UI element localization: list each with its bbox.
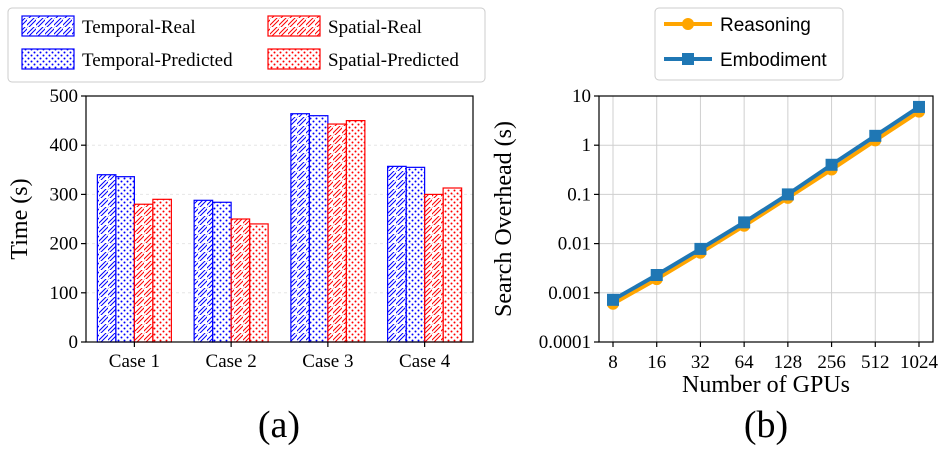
bar-temporal-predicted-case-1 [115,176,135,343]
line-chart-y-ticks: 0.0001 0.001 0.01 0.1 1 10 [539,86,599,353]
y-tick-label: 200 [50,234,79,255]
x-tick-label: 32 [691,352,710,373]
bar-spatial-predicted-case-1 [152,198,172,343]
bar-spatial-real-case-1 [133,203,154,343]
legend-swatch-temporal-predicted [21,48,75,70]
x-tick-label: Case 4 [399,351,451,372]
line-chart-x-ticks: 8 16 32 64 128 256 512 1024 [608,342,939,373]
x-tick-label: 512 [861,352,890,373]
bar-temporal-real-case-1 [96,174,117,343]
bar-temporal-predicted-case-2 [212,201,232,343]
y-tick-label: 0.001 [548,283,591,304]
bar-temporal-predicted-case-3 [308,115,329,343]
legend-label-temporal-real: Temporal-Real [82,17,196,38]
y-tick-label: 0.0001 [539,332,591,353]
point-embodiment-256 [825,158,838,171]
bar-temporal-predicted-case-4 [405,166,426,343]
bar-chart-legend: Temporal-Real Temporal-Predicted Spatial… [7,7,486,83]
line-chart-series [607,100,925,310]
y-tick-label: 100 [50,283,79,304]
line-chart-x-axis-label: Number of GPUs [682,372,850,398]
legend-label-embodiment: Embodiment [720,50,827,71]
legend-swatch-spatial-real [267,15,321,37]
series-line-reasoning [612,110,921,306]
point-embodiment-32 [694,242,707,255]
point-embodiment-16 [650,269,663,282]
x-tick-label: Case 1 [109,351,160,372]
point-embodiment-64 [738,216,751,229]
y-tick-label: 400 [50,135,79,156]
panel-b-label: (b) [744,404,788,446]
y-tick-label: 1 [582,135,592,156]
bar-chart-y-ticks: 0 100 200 300 400 500 [50,86,86,353]
point-embodiment-512 [869,129,882,142]
series-line-embodiment [612,105,921,302]
bar-chart-bars [96,113,463,343]
legend-label-temporal-predicted: Temporal-Predicted [82,50,233,71]
x-tick-label: 64 [735,352,755,373]
line-chart-legend: Reasoning Embodiment [654,7,844,81]
y-tick-label: 300 [50,184,79,205]
line-chart-panel: Reasoning Embodiment 0.0001 0.001 0.01 0.1 1… [491,7,939,446]
bar-temporal-real-case-4 [387,165,407,343]
y-tick-label: 0 [69,332,79,353]
x-tick-label: 256 [817,352,846,373]
bar-spatial-predicted-case-3 [345,119,366,343]
legend-marker-reasoning [682,18,694,30]
y-tick-label: 0.01 [558,234,591,255]
bar-temporal-real-case-2 [193,199,214,343]
point-embodiment-8 [607,293,619,306]
x-tick-label: 8 [608,352,618,373]
y-tick-label: 10 [572,86,591,107]
legend-swatch-spatial-predicted [267,48,321,70]
x-tick-label: 16 [647,352,666,373]
panel-a-label: (a) [258,404,300,446]
bar-spatial-real-case-2 [230,218,251,343]
bar-chart-x-ticks: Case 1 Case 2 Case 3 Case 4 [109,342,451,372]
bar-spatial-predicted-case-4 [442,187,463,343]
legend-marker-embodiment [682,53,694,65]
legend-swatch-temporal-real [21,15,75,37]
x-tick-label: 1024 [900,352,939,373]
legend-label-spatial-real: Spatial-Real [328,17,422,38]
bar-spatial-real-case-3 [327,123,347,343]
bar-chart-axes-frame [85,95,474,343]
x-tick-label: Case 2 [206,351,257,372]
point-embodiment-1024 [913,100,925,113]
bar-spatial-predicted-case-2 [249,223,269,343]
legend-label-spatial-predicted: Spatial-Predicted [328,50,459,71]
legend-frame [7,7,486,83]
y-tick-label: 500 [50,86,79,107]
point-embodiment-128 [781,188,794,201]
bar-chart-y-axis-label: Time (s) [7,178,33,259]
line-chart-axes-frame [598,95,934,343]
x-tick-label: Case 3 [302,351,353,372]
bar-temporal-real-case-3 [290,113,310,343]
line-chart-y-axis-label: Search Overhead (s) [491,121,517,317]
bar-chart-gridlines [86,144,473,294]
bar-spatial-real-case-4 [424,193,444,343]
bar-chart-panel: Temporal-Real Temporal-Predicted Spatial… [7,7,486,446]
x-tick-label: 128 [774,352,803,373]
y-tick-label: 0.1 [567,184,591,205]
legend-label-reasoning: Reasoning [720,15,811,36]
